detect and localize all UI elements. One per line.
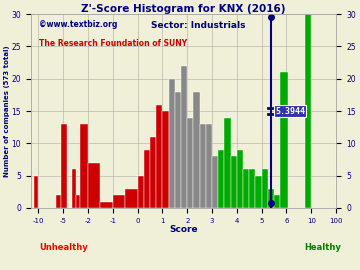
Bar bbox=[231, 156, 237, 208]
Bar bbox=[200, 124, 206, 208]
Text: Sector: Industrials: Sector: Industrials bbox=[151, 21, 245, 30]
Bar bbox=[162, 111, 169, 208]
Bar bbox=[187, 117, 193, 208]
Bar bbox=[212, 156, 218, 208]
Bar bbox=[72, 169, 76, 208]
Bar bbox=[206, 124, 212, 208]
Bar bbox=[268, 189, 274, 208]
Bar bbox=[256, 176, 262, 208]
Bar bbox=[274, 195, 280, 208]
Bar bbox=[113, 195, 125, 208]
Bar bbox=[100, 201, 113, 208]
X-axis label: Score: Score bbox=[170, 225, 198, 234]
Bar bbox=[280, 72, 288, 208]
Bar bbox=[33, 176, 39, 208]
Bar bbox=[88, 163, 100, 208]
Bar bbox=[193, 92, 200, 208]
Bar bbox=[156, 104, 162, 208]
Text: Unhealthy: Unhealthy bbox=[39, 243, 87, 252]
Bar bbox=[61, 124, 67, 208]
Bar bbox=[125, 189, 138, 208]
Bar bbox=[80, 124, 88, 208]
Bar bbox=[138, 176, 144, 208]
Bar bbox=[243, 169, 249, 208]
Text: ©www.textbiz.org: ©www.textbiz.org bbox=[39, 20, 117, 29]
Bar bbox=[262, 169, 268, 208]
Bar bbox=[218, 150, 225, 208]
Bar bbox=[56, 195, 61, 208]
Bar bbox=[225, 117, 231, 208]
Bar bbox=[175, 92, 181, 208]
Bar bbox=[249, 169, 256, 208]
Title: Z'-Score Histogram for KNX (2016): Z'-Score Histogram for KNX (2016) bbox=[81, 4, 286, 14]
Bar bbox=[76, 195, 80, 208]
Text: The Research Foundation of SUNY: The Research Foundation of SUNY bbox=[39, 39, 187, 48]
Y-axis label: Number of companies (573 total): Number of companies (573 total) bbox=[4, 45, 10, 177]
Bar bbox=[144, 150, 150, 208]
Text: Healthy: Healthy bbox=[304, 243, 341, 252]
Text: 5.3944: 5.3944 bbox=[275, 107, 305, 116]
Bar bbox=[150, 137, 156, 208]
Bar bbox=[237, 150, 243, 208]
Bar bbox=[305, 14, 311, 208]
Bar bbox=[181, 66, 187, 208]
Bar bbox=[169, 79, 175, 208]
